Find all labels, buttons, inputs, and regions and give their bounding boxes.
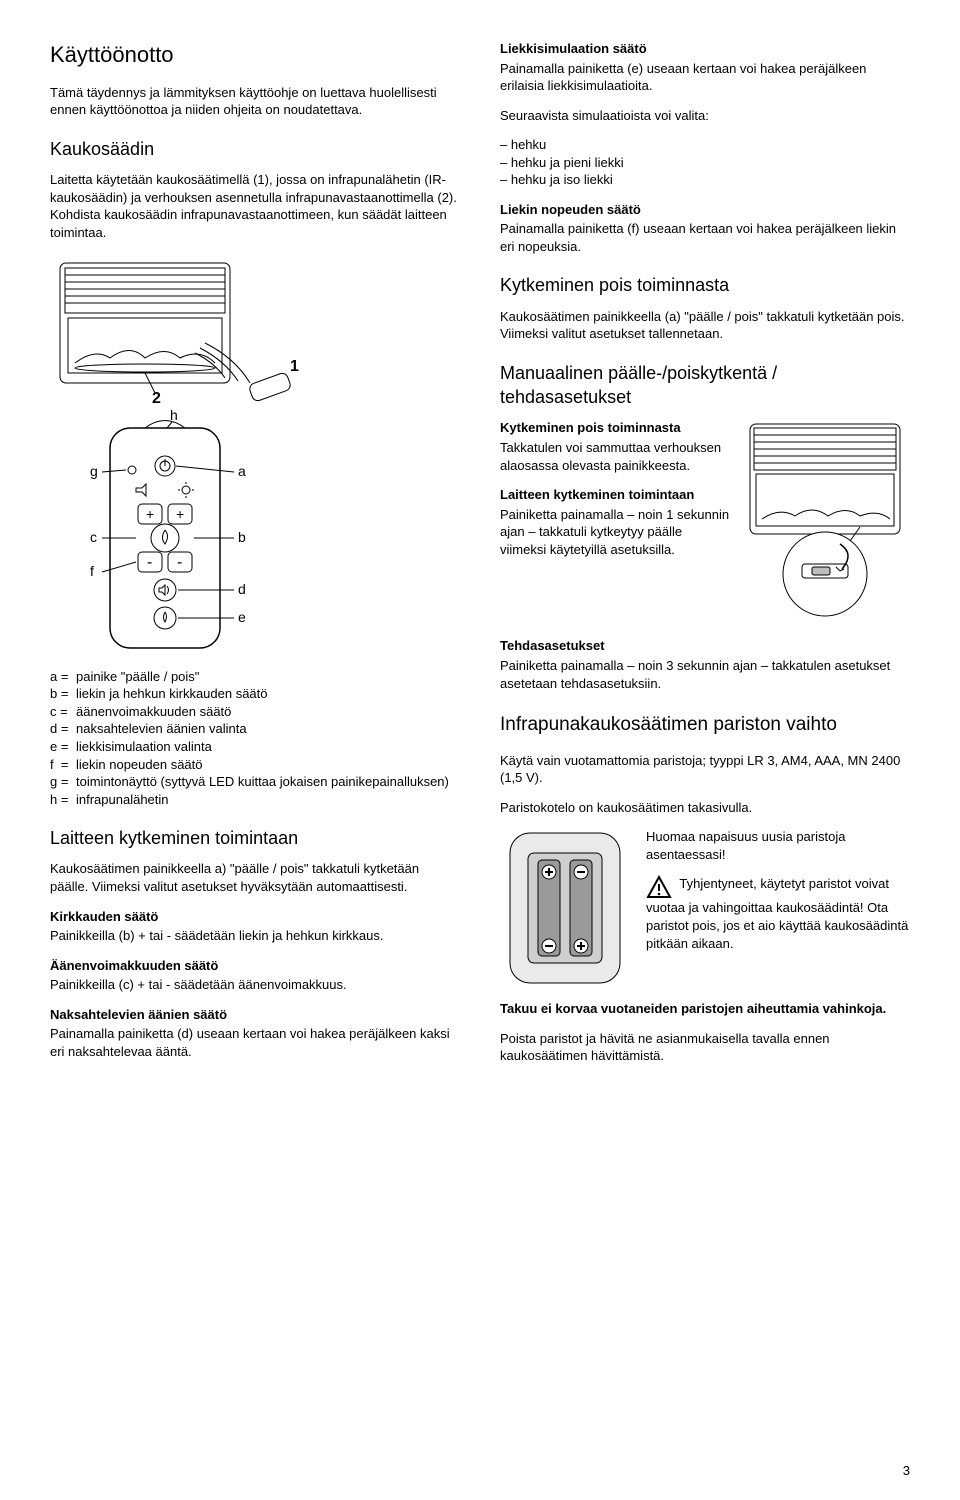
legend-h: infrapunalähetin bbox=[76, 791, 169, 809]
svg-text:a: a bbox=[238, 463, 246, 479]
legend-list: a =painike "päälle / pois" b =liekin ja … bbox=[50, 668, 460, 808]
remote-heading: Kaukosäädin bbox=[50, 137, 460, 161]
flame-speed-heading: Liekin nopeuden säätö bbox=[500, 201, 910, 219]
fireplace-button-diagram bbox=[740, 419, 910, 619]
sim-item: hehku bbox=[500, 136, 910, 154]
svg-text:+: + bbox=[146, 506, 154, 522]
crackle-heading: Naksahtelevien äänien säätö bbox=[50, 1006, 460, 1024]
legend-g: toimintonäyttö (syttyvä LED kuittaa joka… bbox=[76, 773, 449, 791]
svg-text:b: b bbox=[238, 529, 246, 545]
sim-item: hehku ja pieni liekki bbox=[500, 154, 910, 172]
crackle-text: Painamalla painiketta (d) useaan kertaan… bbox=[50, 1025, 460, 1060]
commissioning-text: Tämä täydennys ja lämmityksen käyttöohje… bbox=[50, 84, 460, 119]
svg-text:+: + bbox=[176, 506, 184, 522]
svg-text:-: - bbox=[177, 554, 182, 571]
flame-speed-text: Painamalla painiketta (f) useaan kertaan… bbox=[500, 220, 910, 255]
factory-heading: Tehdasasetukset bbox=[500, 637, 910, 655]
sim-list: hehku hehku ja pieni liekki hehku ja iso… bbox=[500, 136, 910, 189]
manual-toggle-heading: Manuaalinen päälle-/poiskytkentä / tehda… bbox=[500, 361, 910, 410]
switch-off-heading: Kytkeminen pois toiminnasta bbox=[500, 273, 910, 297]
switch-off-text: Kaukosäätimen painikkeella (a) "päälle /… bbox=[500, 308, 910, 343]
battery-text-5: Poista paristot ja hävitä ne asianmukais… bbox=[500, 1030, 910, 1065]
legend-c: äänenvoimakkuuden säätö bbox=[76, 703, 231, 721]
sim-intro: Seuraavista simulaatioista voi valita: bbox=[500, 107, 910, 125]
warning-icon bbox=[646, 875, 672, 899]
brightness-text: Painikkeilla (b) + tai - säädetään lieki… bbox=[50, 927, 460, 945]
label-1: 1 bbox=[290, 358, 299, 375]
label-2: 2 bbox=[152, 390, 161, 407]
fireplace-remote-diagram: 1 2 bbox=[50, 253, 310, 653]
switch-on-text: Kaukosäätimen painikkeella a) "päälle / … bbox=[50, 860, 460, 895]
brightness-heading: Kirkkauden säätö bbox=[50, 908, 460, 926]
svg-text:e: e bbox=[238, 609, 246, 625]
battery-text-1: Käytä vain vuotamattomia paristoja; tyyp… bbox=[500, 752, 910, 787]
flame-sim-heading: Liekkisimulaation säätö bbox=[500, 40, 910, 58]
svg-text:d: d bbox=[238, 581, 246, 597]
battery-diagram bbox=[500, 828, 630, 988]
warranty-text: Takuu ei korvaa vuotaneiden paristojen a… bbox=[500, 1000, 910, 1018]
volume-text: Painikkeilla (c) + tai - säädetään äänen… bbox=[50, 976, 460, 994]
factory-text: Painiketta painamalla – noin 3 sekunnin … bbox=[500, 657, 910, 692]
page-number: 3 bbox=[903, 1462, 910, 1480]
svg-text:-: - bbox=[147, 554, 152, 571]
legend-e: liekkisimulaation valinta bbox=[76, 738, 212, 756]
legend-d: naksahtelevien äänien valinta bbox=[76, 720, 247, 738]
svg-text:f: f bbox=[90, 563, 94, 579]
battery-warning-text: Tyhjentyneet, käytetyt paristot voivat v… bbox=[646, 876, 908, 950]
legend-f: liekin nopeuden säätö bbox=[76, 756, 203, 774]
svg-text:g: g bbox=[90, 463, 98, 479]
svg-text:c: c bbox=[90, 529, 97, 545]
switch-on-heading: Laitteen kytkeminen toimintaan bbox=[50, 826, 460, 850]
battery-heading: Infrapunakaukosäätimen pariston vaihto bbox=[500, 712, 910, 738]
svg-text:h: h bbox=[170, 407, 178, 423]
remote-text: Laitetta käytetään kaukosäätimellä (1), … bbox=[50, 171, 460, 241]
flame-sim-text: Painamalla painiketta (e) useaan kertaan… bbox=[500, 60, 910, 95]
commissioning-heading: Käyttöönotto bbox=[50, 40, 460, 70]
sim-item: hehku ja iso liekki bbox=[500, 171, 910, 189]
volume-heading: Äänenvoimakkuuden säätö bbox=[50, 957, 460, 975]
legend-b: liekin ja hehkun kirkkauden säätö bbox=[76, 685, 268, 703]
legend-a: painike "päälle / pois" bbox=[76, 668, 199, 686]
battery-text-2: Paristokotelo on kaukosäätimen takasivul… bbox=[500, 799, 910, 817]
